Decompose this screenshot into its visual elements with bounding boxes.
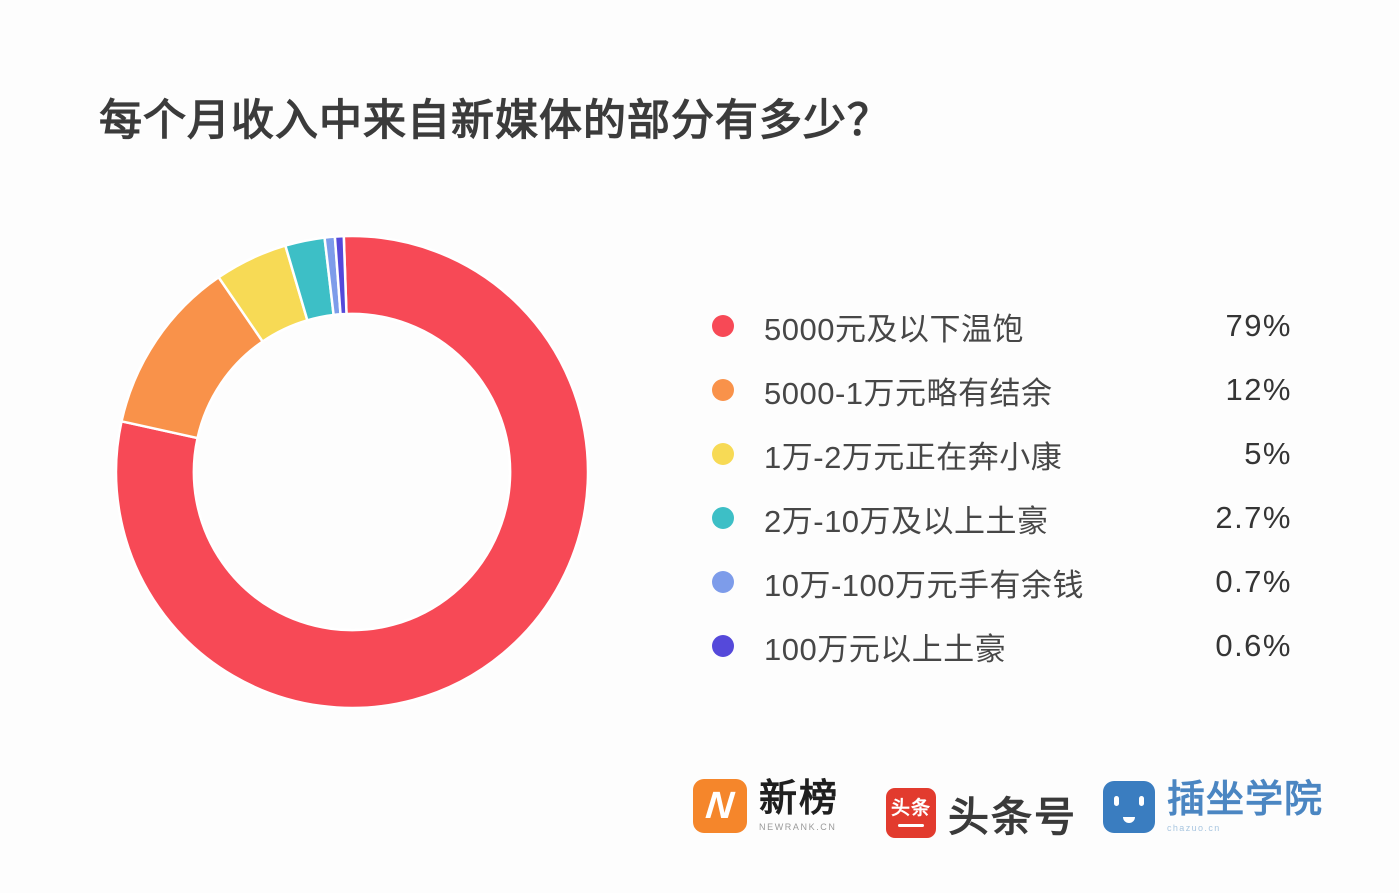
chazuo-logo-subtitle: chazuo.cn xyxy=(1167,822,1221,833)
legend-row: 1万-2万元正在奔小康 5% xyxy=(712,422,1292,486)
newrank-logo-subtitle: NEWRANK.CN xyxy=(759,821,837,832)
newrank-logo-icon: N xyxy=(693,779,747,833)
chazuo-icon-mouth xyxy=(1123,817,1135,823)
newrank-icon-letter: N xyxy=(704,785,736,827)
legend-label: 2万-10万及以上土豪 xyxy=(764,503,1049,539)
legend-label: 5000-1万元略有结余 xyxy=(764,375,1053,411)
donut-slice xyxy=(115,235,589,709)
legend-dot-yellow xyxy=(712,443,734,465)
legend-label: 5000元及以下温饱 xyxy=(764,311,1024,347)
toutiao-logo: 头条 头条号 xyxy=(886,783,1077,843)
page-title: 每个月收入中来自新媒体的部分有多少？ xyxy=(99,97,891,145)
legend-dot-teal xyxy=(712,507,734,529)
legend-row: 100万元以上土豪 0.6% xyxy=(712,614,1292,678)
newrank-logo: N 新榜 NEWRANK.CN xyxy=(693,779,839,833)
chazuo-logo-title: 插坐学院 xyxy=(1167,779,1324,822)
legend-row: 2万-10万及以上土豪 2.7% xyxy=(712,486,1292,550)
legend-dot-blue xyxy=(712,571,734,593)
toutiao-logo-icon: 头条 xyxy=(886,788,936,838)
legend-label: 10万-100万元手有余钱 xyxy=(764,567,1085,603)
legend-label: 1万-2万元正在奔小康 xyxy=(764,439,1063,475)
legend-value: 0.6% xyxy=(1215,628,1292,663)
legend-dot-indigo xyxy=(712,635,734,657)
legend-value: 12% xyxy=(1225,372,1292,407)
legend-label: 100万元以上土豪 xyxy=(764,631,1007,667)
toutiao-icon-bar xyxy=(898,824,924,827)
legend-value: 79% xyxy=(1225,308,1292,343)
legend-value: 0.7% xyxy=(1215,564,1292,599)
chazuo-logo-icon xyxy=(1103,781,1155,833)
chart-legend: 5000元及以下温饱 79% 5000-1万元略有结余 12% 1万-2万元正在… xyxy=(712,294,1292,678)
donut-chart xyxy=(115,235,589,709)
legend-row: 10万-100万元手有余钱 0.7% xyxy=(712,550,1292,614)
newrank-logo-title: 新榜 xyxy=(759,778,840,821)
chazuo-icon-eye xyxy=(1114,796,1119,806)
legend-dot-red xyxy=(712,315,734,337)
legend-row: 5000-1万元略有结余 12% xyxy=(712,358,1292,422)
legend-value: 2.7% xyxy=(1215,500,1292,535)
legend-dot-orange xyxy=(712,379,734,401)
chazuo-icon-eye xyxy=(1139,796,1144,806)
toutiao-logo-title: 头条号 xyxy=(948,794,1077,840)
legend-value: 5% xyxy=(1244,436,1292,471)
donut-slice xyxy=(333,235,348,316)
toutiao-icon-chars: 头条 xyxy=(890,798,931,819)
legend-row: 5000元及以下温饱 79% xyxy=(712,294,1292,358)
donut-chart-svg xyxy=(115,235,589,709)
chazuo-logo: 插坐学院 chazuo.cn xyxy=(1103,779,1324,833)
